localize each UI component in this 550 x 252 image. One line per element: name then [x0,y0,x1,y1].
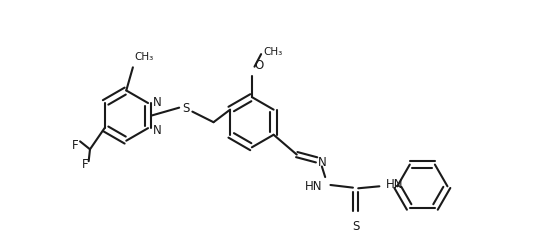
Text: CH₃: CH₃ [264,47,283,57]
Text: HN: HN [386,177,404,191]
Text: O: O [255,58,264,71]
Text: N: N [153,123,161,136]
Text: HN: HN [305,179,322,192]
Text: N: N [317,155,326,168]
Text: F: F [72,138,79,151]
Text: CH₃: CH₃ [134,52,153,62]
Text: S: S [182,102,189,115]
Text: S: S [352,219,359,232]
Text: F: F [81,158,88,171]
Text: N: N [153,96,161,109]
